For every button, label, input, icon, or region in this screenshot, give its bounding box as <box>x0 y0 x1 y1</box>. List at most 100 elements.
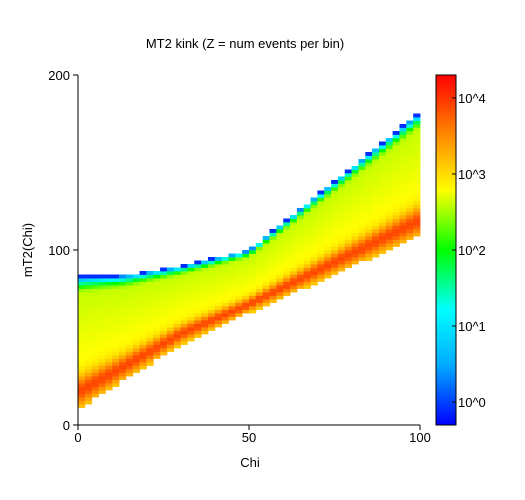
heatmap-bin <box>344 218 352 223</box>
heatmap-bin <box>173 299 181 303</box>
heatmap-bin <box>187 299 195 303</box>
heatmap-bin <box>365 166 373 170</box>
heatmap-bin <box>187 274 195 279</box>
heatmap-bin <box>98 365 106 370</box>
heatmap-bin <box>276 285 284 289</box>
heatmap-bin <box>365 225 373 230</box>
heatmap-bin <box>132 330 140 335</box>
heatmap-bin <box>310 236 318 240</box>
heatmap-bin <box>358 243 366 247</box>
heatmap-bin <box>413 222 421 226</box>
heatmap-bin <box>153 334 161 338</box>
heatmap-bin <box>372 194 380 198</box>
heatmap-bin <box>112 369 120 373</box>
heatmap-bin <box>365 232 373 237</box>
heatmap-bin <box>132 316 140 321</box>
heatmap-bin <box>303 211 311 216</box>
heatmap-bin <box>119 316 127 321</box>
heatmap-bin <box>173 278 181 282</box>
heatmap-bin <box>385 183 394 188</box>
heatmap-bin <box>372 180 380 184</box>
heatmap-bin <box>372 218 380 223</box>
heatmap-bin <box>276 295 284 300</box>
heatmap-bin <box>365 257 373 261</box>
heatmap-bin <box>78 365 86 370</box>
heatmap-bin <box>317 208 325 212</box>
heatmap-bin <box>207 264 216 268</box>
heatmap-bin <box>235 267 243 272</box>
heatmap-bin <box>385 138 394 142</box>
heatmap-bin <box>276 232 284 237</box>
heatmap-bin <box>207 327 216 331</box>
heatmap-bin <box>98 306 106 310</box>
heatmap-bin <box>153 316 161 321</box>
heatmap-bin <box>125 369 134 373</box>
heatmap-bin <box>392 134 400 139</box>
heatmap-bin <box>153 320 161 324</box>
heatmap-bin <box>255 257 264 261</box>
heatmap-bin <box>139 327 147 331</box>
heatmap-bin <box>392 169 400 174</box>
heatmap-bin <box>351 166 359 170</box>
heatmap-bin <box>413 173 421 177</box>
heatmap-bin <box>242 278 250 282</box>
heatmap-bin <box>255 246 264 251</box>
heatmap-bin <box>365 159 373 163</box>
heatmap-bin <box>310 264 318 268</box>
heatmap-bin <box>91 337 99 342</box>
heatmap-bin <box>406 141 414 146</box>
heatmap-bin <box>139 288 147 293</box>
heatmap-bin <box>365 208 373 212</box>
heatmap-bin <box>207 295 216 300</box>
heatmap-bin <box>78 306 86 310</box>
heatmap-bin <box>194 320 202 324</box>
heatmap-bin <box>296 239 305 244</box>
heatmap-bin <box>413 232 421 237</box>
heatmap-bin <box>249 274 257 279</box>
heatmap-bin <box>337 243 346 247</box>
heatmap-bin <box>351 243 359 247</box>
heatmap-bin <box>221 274 229 279</box>
heatmap-bin <box>283 253 291 258</box>
heatmap-bin <box>119 351 127 356</box>
heatmap-bin <box>194 334 202 338</box>
heatmap-bin <box>78 355 86 359</box>
heatmap-bin <box>221 257 229 261</box>
heatmap-bin <box>331 264 339 268</box>
heatmap-bin <box>153 302 161 307</box>
heatmap-bin <box>201 309 209 314</box>
heatmap-bin <box>399 187 407 191</box>
heatmap-bin <box>228 306 236 310</box>
heatmap-bin <box>139 306 147 310</box>
heatmap-bin <box>262 299 270 303</box>
heatmap-bin <box>139 271 147 275</box>
heatmap-bin <box>303 257 311 261</box>
heatmap-bin <box>166 344 175 349</box>
heatmap-bin <box>112 379 120 384</box>
heatmap-bin <box>283 257 291 261</box>
heatmap-bin <box>351 229 359 233</box>
heatmap-bin <box>160 288 168 293</box>
heatmap-bin <box>173 327 181 331</box>
heatmap-bin <box>221 278 229 282</box>
heatmap-bin <box>385 173 394 177</box>
heatmap-bin <box>255 253 264 258</box>
heatmap-bin <box>365 253 373 258</box>
heatmap-bin <box>372 236 380 240</box>
heatmap-bin <box>358 201 366 205</box>
heatmap-bin <box>324 250 332 254</box>
heatmap-bin <box>98 369 106 373</box>
heatmap-bin <box>132 337 140 342</box>
heatmap-bin <box>290 215 298 219</box>
heatmap-bin <box>385 159 394 163</box>
heatmap-bin <box>378 141 387 146</box>
heatmap-bin <box>91 369 99 373</box>
heatmap-bin <box>105 302 113 307</box>
heatmap-bin <box>201 281 209 286</box>
heatmap-bin <box>303 215 311 219</box>
heatmap-bin <box>385 187 394 191</box>
heatmap-bin <box>310 218 318 223</box>
heatmap-bin <box>194 278 202 282</box>
heatmap-bin <box>139 281 147 286</box>
heatmap-bin <box>235 292 243 296</box>
